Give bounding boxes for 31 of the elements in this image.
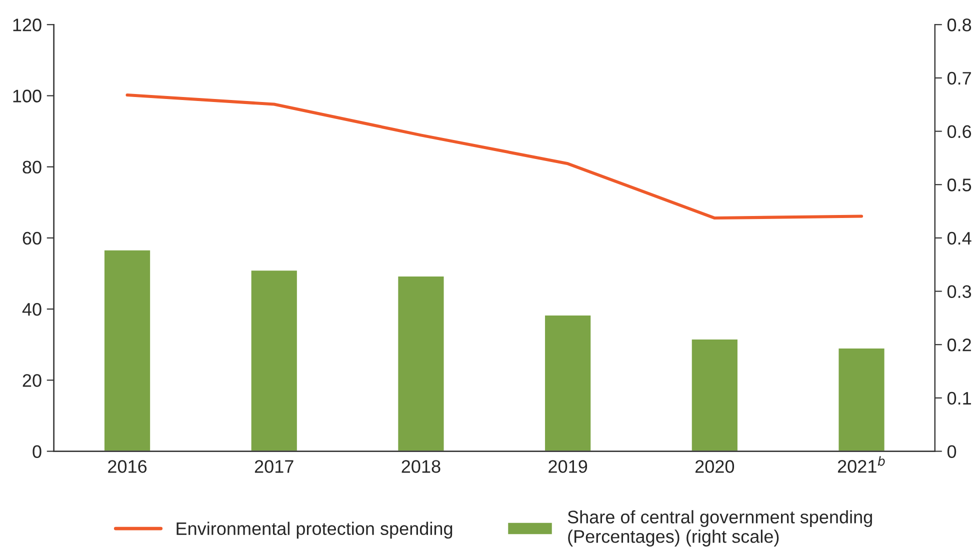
y-tick-label: 120: [13, 18, 42, 32]
y-tick-label: 100: [13, 90, 42, 102]
y-tick-label: 40: [22, 302, 42, 316]
bar: [690, 338, 739, 452]
y-tick-label: 60: [22, 232, 42, 245]
y-tick-label: 80: [22, 160, 42, 174]
y2-tick-label: 0: [947, 445, 956, 458]
bar: [250, 269, 298, 452]
legend-label: Environmental protection spending: [176, 522, 452, 539]
y2-tick-label: 0.4: [947, 232, 972, 245]
x-tick-label: 2017: [254, 460, 294, 473]
bar: [837, 347, 886, 452]
line-series: [126, 93, 864, 220]
y2-tick-label: 0.3: [947, 285, 972, 298]
x-tick-label: 2021$^{b}$: [838, 456, 885, 473]
bar: [103, 248, 152, 452]
x-tick-label: 2018: [402, 460, 440, 473]
y2-tick-label: 0.7: [947, 72, 971, 85]
x-tick-label: 2019: [548, 460, 588, 473]
y2-tick-label: 0.2: [947, 338, 971, 352]
y2-tick-label: 0.8: [947, 18, 972, 32]
legend-label: Share of central government spending (Percentages) (right scale): [568, 510, 872, 546]
y2-tick-label: 0.5: [947, 178, 972, 192]
bar: [544, 314, 592, 452]
bar: [396, 275, 446, 452]
x-tick-label: 2016: [108, 460, 147, 473]
y2-tick-label: 0.1: [947, 392, 971, 405]
y2-tick-label: 0.6: [947, 125, 972, 138]
x-tick-label: 2020: [695, 460, 734, 473]
y-tick-label: 0: [32, 445, 42, 458]
y-tick-label: 20: [22, 374, 42, 387]
